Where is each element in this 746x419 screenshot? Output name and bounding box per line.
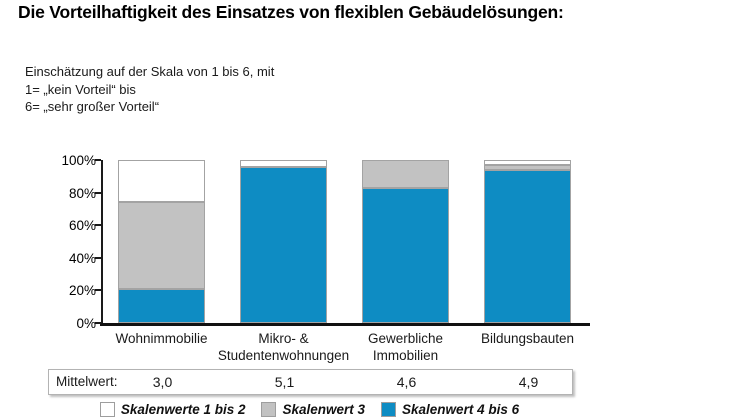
bar-2-segment-skalenwert-4-bis-6: [240, 166, 327, 323]
y-tick-label-80pct: 80%: [68, 185, 96, 201]
bar-4-segment-skalenwert-3: [484, 164, 571, 170]
category-label-3: Gewerbliche Immobilien: [367, 331, 444, 363]
x-axis-line: [100, 323, 590, 326]
mean-value-4: 4,9: [518, 374, 539, 390]
legend-item-skalenwert-3: Skalenwert 3: [261, 401, 366, 417]
scale-note-line-2: 1= „kein Vorteil“ bis: [25, 81, 136, 97]
y-tick-mark-20pct: [95, 289, 101, 292]
legend-item-skalenwerte-1-bis-2: Skalenwerte 1 bis 2: [99, 401, 246, 417]
legend-swatch-icon: [261, 401, 277, 417]
bar-chart-plot-area: 0% 20% 40% 60% 80% 100% Wohnimmobilie Mikro- & …: [61, 153, 590, 363]
bar-4: [484, 160, 571, 323]
scale-note-line-1: Einschätzung auf der Skala von 1 bis 6, …: [25, 64, 275, 79]
legend-item-skalenwert-4-bis-6: Skalenwert 4 bis 6: [381, 401, 520, 417]
bar-2-segment-skalenwerte-1-bis-2: [240, 160, 327, 167]
y-tick-label-20pct: 20%: [68, 283, 96, 299]
legend-label: Skalenwert 3: [282, 401, 366, 417]
y-tick-label-60pct: 60%: [68, 218, 96, 234]
y-tick-mark-80pct: [95, 191, 101, 194]
bar-1-segment-skalenwert-4-bis-6: [118, 288, 205, 323]
legend-label: Skalenwert 4 bis 6: [402, 401, 520, 417]
y-tick-label-100pct: 100%: [61, 153, 96, 168]
mean-value-2: 5,1: [274, 374, 295, 390]
scale-note: Einschätzung auf der Skala von 1 bis 6, …: [25, 63, 274, 116]
legend-swatch-icon: [381, 401, 397, 417]
y-tick-mark-40pct: [95, 256, 101, 259]
y-tick-label-0pct: 0%: [76, 316, 96, 331]
chart-legend: Skalenwerte 1 bis 2 Skalenwert 3 Skalenwer…: [48, 399, 571, 419]
bar-4-segment-skalenwerte-1-bis-2: [484, 160, 571, 165]
bar-3: [362, 160, 449, 323]
category-label-4: Bildungsbauten: [480, 331, 575, 346]
legend-label: Skalenwerte 1 bis 2: [120, 401, 246, 417]
bar-3-segment-skalenwert-4-bis-6: [362, 187, 449, 323]
category-label-2: Mikro- & Studentenwohnungen: [217, 331, 350, 363]
y-tick-mark-0pct: [95, 322, 101, 324]
page-title: Die Vorteilhaftigkeit des Einsatzes von …: [18, 2, 564, 22]
category-label-1: Wohnimmobilie: [115, 331, 208, 346]
y-tick-mark-60pct: [95, 224, 101, 227]
bar-4-segment-skalenwert-4-bis-6: [484, 169, 571, 323]
bar-1-segment-skalenwert-3: [118, 202, 205, 289]
mean-value-3: 4,6: [396, 374, 417, 390]
y-tick-label-40pct: 40%: [68, 250, 96, 266]
bar-1-segment-skalenwerte-1-bis-2: [118, 160, 205, 203]
mean-value-1: 3,0: [152, 374, 173, 390]
y-tick-mark-100pct: [95, 159, 101, 161]
bar-3-segment-skalenwert-3: [362, 160, 449, 188]
legend-swatch-icon: [99, 401, 115, 417]
scale-note-line-3: 6= „sehr großer Vorteil“: [25, 99, 160, 114]
bar-2: [240, 160, 327, 323]
mean-values-label: Mittelwert:: [56, 374, 118, 389]
y-axis-line: [101, 160, 103, 323]
bar-1: [118, 160, 205, 323]
mean-values-box: Mittelwert: 3,0 5,1 4,6 4,9: [48, 369, 573, 395]
